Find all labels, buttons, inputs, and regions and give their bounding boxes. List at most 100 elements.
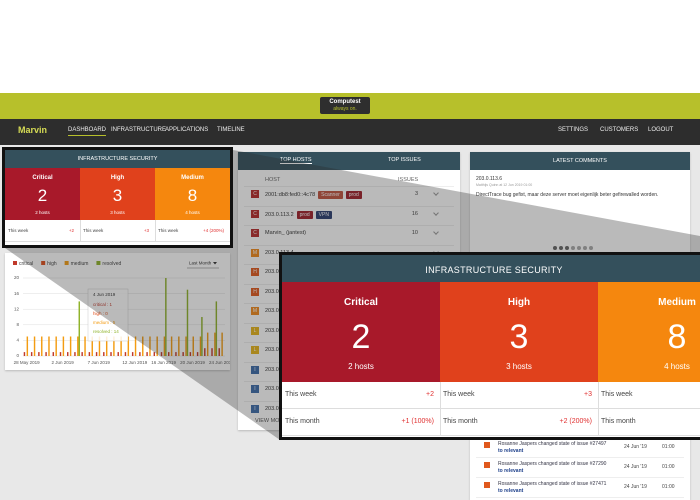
- logo[interactable]: Computest always on.: [320, 97, 370, 114]
- bar: [117, 352, 119, 356]
- severity-count: 8: [667, 318, 687, 356]
- bar: [120, 336, 122, 356]
- logo-tagline: always on.: [333, 106, 357, 112]
- nav-item[interactable]: LOGOUT: [648, 127, 674, 133]
- security-panel: INFRASTRUCTURE SECURITY Critical 2 2 hosts…: [2, 147, 233, 248]
- bar: [30, 352, 33, 356]
- severity-cell[interactable]: Critical 2 2 hosts: [282, 282, 440, 382]
- panel-title: INFRASTRUCTURE SECURITY: [282, 255, 700, 285]
- period-label: This week: [83, 227, 104, 233]
- y-tick-label: 8: [16, 322, 19, 327]
- legend-label: high: [47, 261, 57, 267]
- activity-text: to relevant: [498, 488, 524, 494]
- legend-swatch: [96, 261, 101, 265]
- column-header: ISSUES: [398, 177, 419, 183]
- activity-time: 01:00: [662, 464, 675, 470]
- x-tick-label: 20 Jun 2019: [180, 360, 205, 365]
- bar: [156, 336, 158, 356]
- period-select: Last Month: [189, 261, 212, 266]
- bar: [81, 352, 83, 356]
- tab[interactable]: TOP HOSTS: [280, 157, 312, 164]
- bar: [175, 352, 177, 356]
- x-tick-label: 16 Jun 2019: [151, 360, 176, 365]
- period-label: This month: [601, 418, 636, 425]
- host-name[interactable]: 2001:db8:fed0::4c78Scannerprod: [265, 191, 362, 199]
- nav-item[interactable]: INFRASTRUCTURE: [111, 127, 166, 133]
- bar: [103, 352, 105, 356]
- severity-cell[interactable]: Medium 8 4 hosts: [155, 168, 230, 220]
- severity-cell[interactable]: Medium 8 4 hosts: [598, 282, 700, 382]
- column-header: HOST: [265, 177, 280, 183]
- nav-item[interactable]: CUSTOMERS: [600, 127, 639, 133]
- row-divider: [476, 497, 684, 498]
- activity-text: to relevant: [498, 448, 524, 454]
- severity-badge: C: [251, 229, 259, 237]
- severity-cell[interactable]: High 3 3 hosts: [440, 282, 598, 382]
- severity-badge: I: [251, 404, 259, 413]
- bar: [52, 352, 55, 356]
- period-label: This week: [285, 391, 317, 398]
- severity-label: Medium: [658, 297, 696, 308]
- legend-swatch: [41, 261, 46, 265]
- bar: [165, 278, 167, 356]
- bar: [218, 348, 220, 356]
- x-tick-label: 24 Jun 2019: [209, 360, 230, 365]
- legend-swatch: [64, 261, 69, 265]
- nav-item[interactable]: TIMELINE: [217, 127, 245, 133]
- severity-count: 2: [37, 186, 48, 205]
- nav-item[interactable]: DASHBOARD: [68, 127, 107, 136]
- tab[interactable]: TOP ISSUES: [388, 157, 421, 163]
- host-text[interactable]: 2001:db8:fed0::4c78: [265, 192, 315, 198]
- row-divider: [244, 205, 454, 207]
- comment-host[interactable]: 203.0.113.6: [476, 176, 503, 182]
- tooltip: [87, 288, 129, 342]
- bar: [160, 352, 163, 356]
- bar: [199, 336, 202, 356]
- host-name[interactable]: 203.0.113.2prodVPN: [265, 210, 332, 219]
- severity-badge: H: [251, 268, 259, 276]
- dropdown-caret: [213, 262, 217, 265]
- host-tag: prod: [296, 210, 313, 219]
- severity-cell[interactable]: High 3 3 hosts: [80, 168, 155, 220]
- bar: [192, 336, 194, 356]
- severity-badge: M: [251, 307, 259, 315]
- nav-item[interactable]: APPLICATIONS: [165, 127, 209, 133]
- bar: [139, 352, 141, 356]
- period-label: This week: [158, 227, 179, 233]
- severity-badge: L: [251, 326, 259, 335]
- activity-text: to relevant: [498, 468, 524, 474]
- row-divider: [476, 477, 684, 478]
- brand[interactable]: Marvin: [18, 125, 48, 135]
- cell-divider: [440, 382, 441, 409]
- activity-text: Rosanne Jaspers changed state of issue #…: [498, 441, 607, 447]
- bar: [67, 352, 69, 356]
- view-more[interactable]: VIEW MORE: [255, 418, 287, 424]
- host-tag: Scanner: [318, 191, 343, 199]
- host-tag: prod: [345, 191, 362, 199]
- severity-cell[interactable]: Critical 2 2 hosts: [5, 168, 80, 220]
- bar: [131, 352, 134, 356]
- severity-count: 3: [509, 318, 529, 356]
- row-divider: [282, 408, 440, 409]
- severity-count: 8: [187, 186, 198, 205]
- host-text[interactable]: Marvin_ (jantest): [265, 230, 306, 236]
- nav-item[interactable]: SETTINGS: [558, 127, 589, 133]
- bar: [211, 348, 213, 356]
- tooltip-line: critical : 1: [93, 302, 113, 307]
- bar: [69, 336, 72, 356]
- bar: [170, 336, 173, 356]
- severity-label: Critical: [344, 297, 378, 308]
- period-change: +4 (200%): [203, 227, 224, 233]
- bar: [214, 332, 216, 356]
- host-name[interactable]: Marvin_ (jantest): [265, 230, 306, 236]
- row-divider: [476, 457, 684, 458]
- bar: [38, 352, 40, 356]
- period-change: +4 (200%): [598, 391, 700, 398]
- y-tick-label: 4: [16, 338, 19, 343]
- bar: [189, 352, 192, 356]
- bar: [134, 336, 137, 356]
- period-label: This week: [601, 391, 633, 398]
- period-change: +2: [426, 391, 434, 398]
- host-text[interactable]: 203.0.113.2: [265, 212, 294, 218]
- activity-text: Rosanne Jaspers changed state of issue #…: [498, 481, 607, 487]
